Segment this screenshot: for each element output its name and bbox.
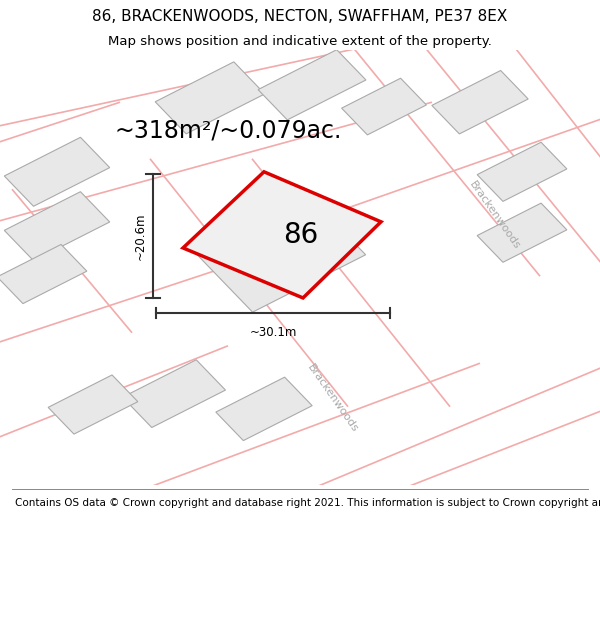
Text: 86: 86 xyxy=(283,221,319,249)
Bar xyxy=(48,375,138,434)
Text: Brackenwoods: Brackenwoods xyxy=(306,362,360,434)
Text: Contains OS data © Crown copyright and database right 2021. This information is : Contains OS data © Crown copyright and d… xyxy=(15,498,600,508)
Text: Map shows position and indicative extent of the property.: Map shows position and indicative extent… xyxy=(108,35,492,48)
Bar xyxy=(477,203,567,262)
Bar xyxy=(341,78,427,135)
Bar xyxy=(4,192,110,261)
Bar xyxy=(216,377,312,441)
Bar xyxy=(432,71,528,134)
Text: ~30.1m: ~30.1m xyxy=(250,326,296,339)
Bar xyxy=(258,50,366,120)
Bar xyxy=(193,192,365,312)
Text: ~318m²/~0.079ac.: ~318m²/~0.079ac. xyxy=(115,119,341,142)
Bar xyxy=(477,142,567,201)
Bar xyxy=(122,360,226,428)
Polygon shape xyxy=(183,172,381,298)
Text: 86, BRACKENWOODS, NECTON, SWAFFHAM, PE37 8EX: 86, BRACKENWOODS, NECTON, SWAFFHAM, PE37… xyxy=(92,9,508,24)
Text: ~20.6m: ~20.6m xyxy=(133,213,146,260)
Bar xyxy=(0,244,87,304)
Text: Brackenwoods: Brackenwoods xyxy=(468,179,522,251)
Bar xyxy=(155,62,265,134)
Bar xyxy=(4,138,110,206)
